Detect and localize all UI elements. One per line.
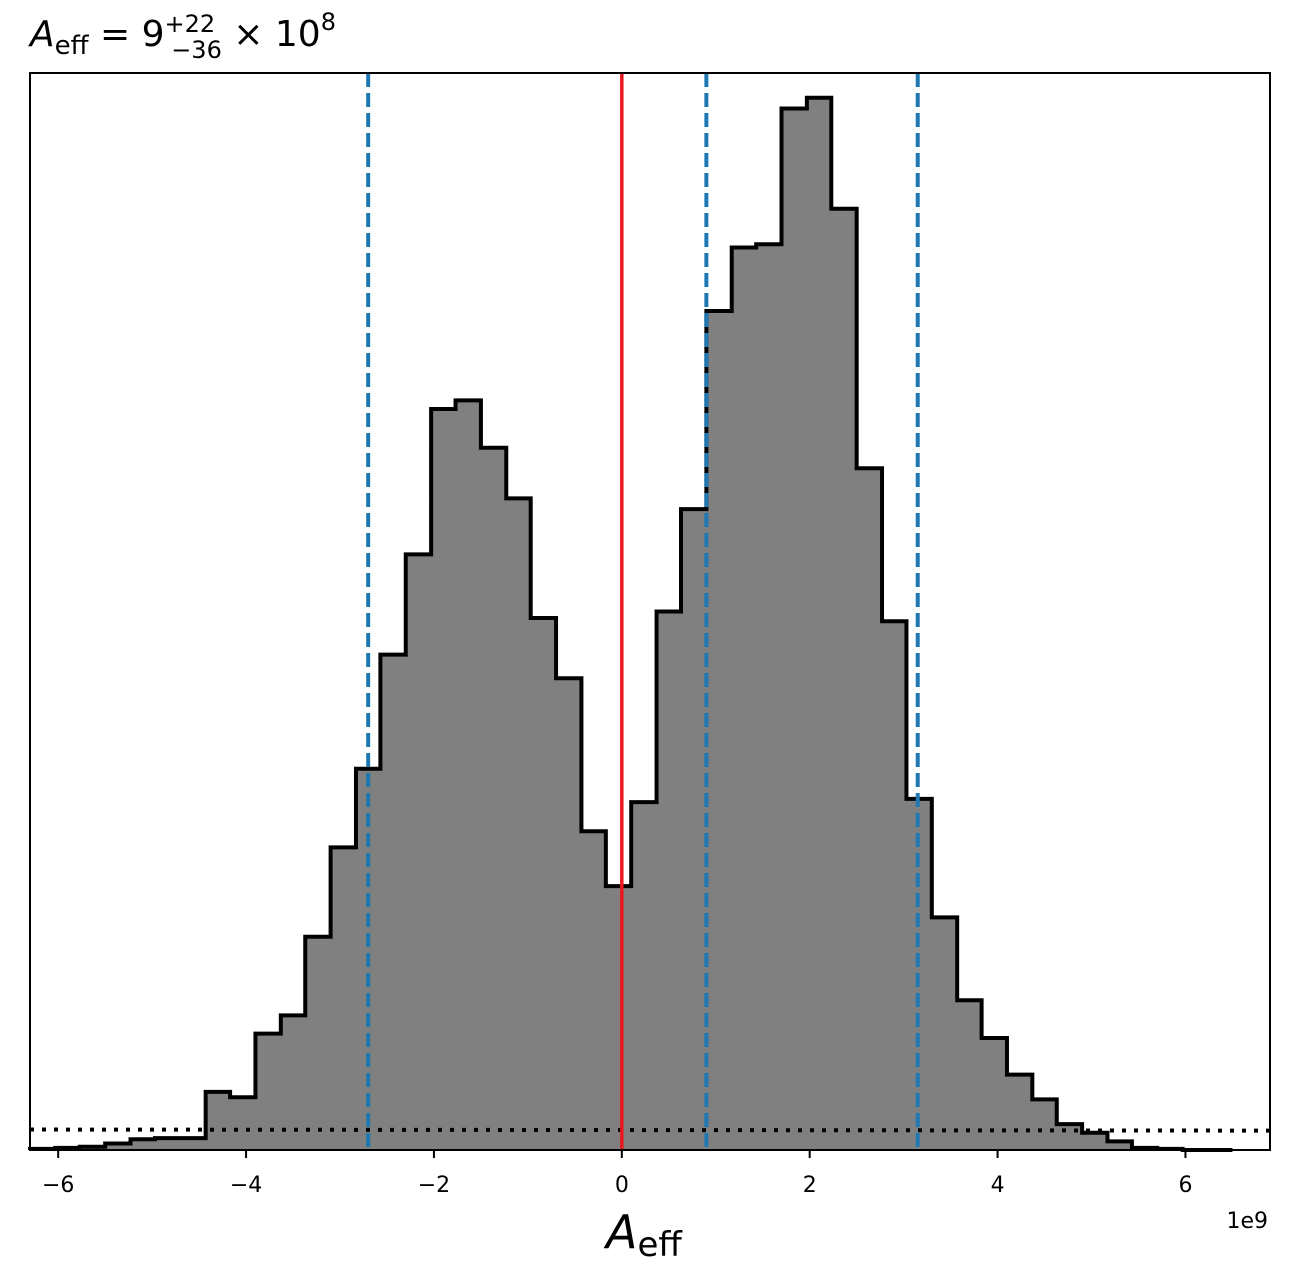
- histogram-bar: [631, 802, 658, 1150]
- histogram-bar: [205, 1091, 231, 1150]
- histogram-bar: [957, 1000, 983, 1150]
- plot-area: [28, 73, 1271, 1152]
- histogram-bar: [280, 1015, 306, 1150]
- histogram-bar: [480, 447, 507, 1150]
- x-tick-label: 0: [615, 1173, 629, 1198]
- histogram-bar: [856, 468, 883, 1150]
- histogram-bar: [806, 97, 832, 1150]
- title-sub: −36: [171, 36, 222, 64]
- axes-frame: [29, 72, 1271, 1151]
- histogram-bar: [380, 654, 407, 1150]
- histogram-bar: [230, 1097, 256, 1150]
- title-sup: +22: [165, 10, 216, 38]
- histogram-bar: [605, 886, 632, 1150]
- histogram-bar: [556, 678, 582, 1150]
- x-axis-label-subscript: eff: [637, 1225, 683, 1265]
- histogram-bar: [1107, 1141, 1133, 1150]
- histogram-bar: [1056, 1124, 1083, 1150]
- x-axis-offset-text: 1e9: [1226, 1209, 1268, 1234]
- x-axis-label: Aeff: [603, 1205, 683, 1265]
- histogram-bar: [154, 1138, 181, 1150]
- histogram-bar: [1006, 1074, 1033, 1150]
- x-tick-label: 6: [1178, 1173, 1192, 1198]
- x-tick-label: 4: [991, 1173, 1005, 1198]
- histogram-bar: [180, 1138, 207, 1150]
- histogram-bar: [255, 1033, 282, 1150]
- histogram-bar: [530, 617, 557, 1150]
- x-tick-label: −6: [42, 1173, 74, 1198]
- histogram-bar: [1032, 1099, 1058, 1150]
- histogram-bar: [981, 1037, 1008, 1150]
- histogram-bar: [405, 554, 432, 1150]
- title-times: × 10: [222, 14, 321, 55]
- histogram-bar: [681, 509, 707, 1150]
- x-tick-label: −2: [418, 1173, 450, 1198]
- histogram-bar: [506, 498, 532, 1150]
- title-symbol: A: [28, 14, 55, 55]
- x-axis-label-symbol: A: [603, 1205, 637, 1259]
- histogram-bar: [931, 917, 958, 1150]
- x-tick-label: −4: [230, 1173, 262, 1198]
- histogram-bar: [781, 108, 808, 1150]
- histogram-bar: [105, 1143, 132, 1150]
- x-tick-label: 2: [803, 1173, 817, 1198]
- histogram-outline: [28, 95, 1233, 1152]
- prior-line: [29, 1127, 1271, 1133]
- histogram-bar: [305, 936, 332, 1150]
- histogram-bar: [756, 244, 783, 1151]
- histogram-bar: [731, 247, 757, 1150]
- x-axis-ticks: −6 −4 −2 0 2 4 6: [42, 1150, 1192, 1198]
- histogram-bar: [656, 611, 682, 1150]
- histogram-bar: [1082, 1132, 1108, 1150]
- title-subscript: eff: [55, 31, 90, 61]
- histogram-bar: [581, 831, 607, 1150]
- chart-title: Aeff = 9+22 −36 × 108: [28, 8, 336, 64]
- title-equals: = 9: [89, 14, 165, 55]
- histogram-bar: [130, 1139, 156, 1150]
- histogram-bar: [882, 621, 907, 1150]
- histogram-bar: [831, 208, 858, 1150]
- title-exp: 8: [321, 8, 336, 36]
- histogram-bar: [330, 847, 357, 1150]
- histogram-bar: [431, 409, 457, 1150]
- histogram-bar: [455, 400, 482, 1151]
- histogram-bar: [706, 311, 733, 1151]
